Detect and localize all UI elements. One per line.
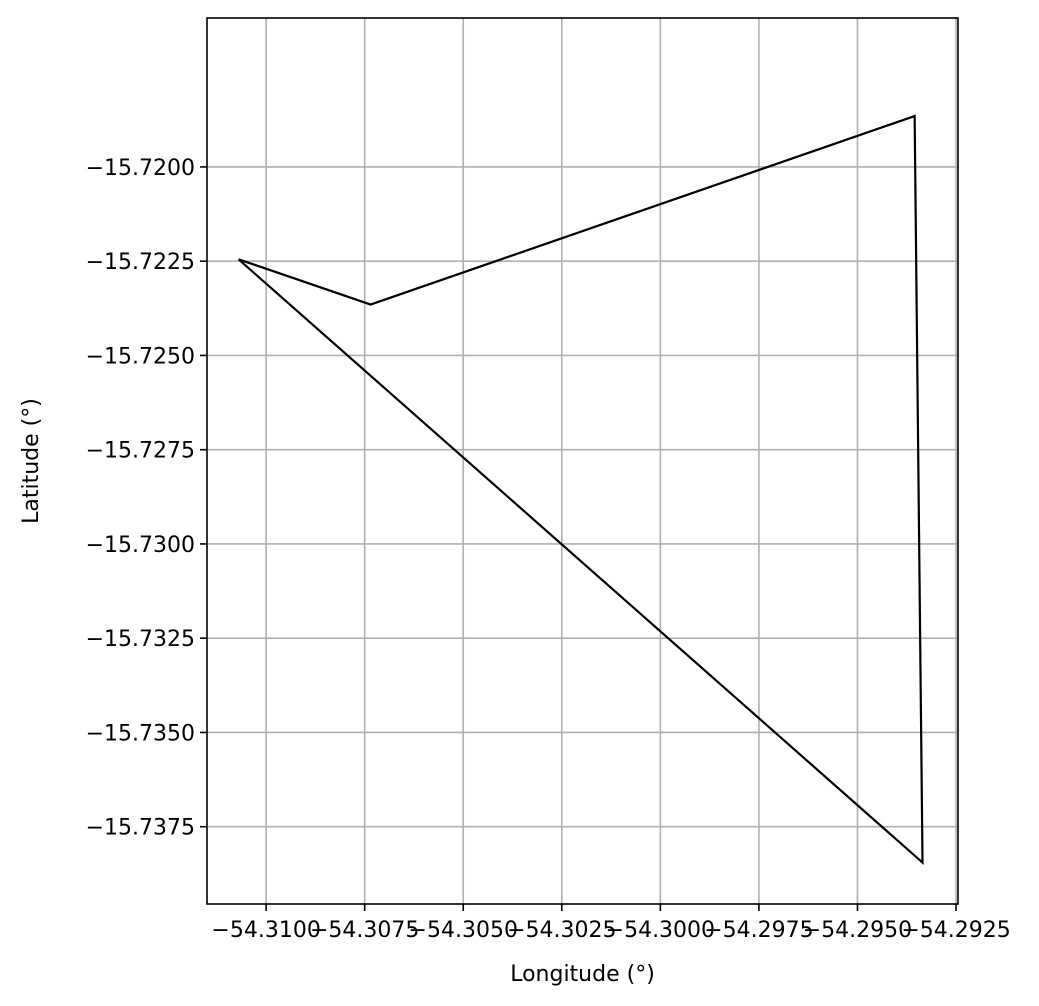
x-tick-label: −54.3100: [211, 918, 320, 943]
x-tick-label: −54.2950: [803, 918, 912, 943]
y-tick-label: −15.7275: [86, 439, 195, 464]
y-axis-label: Latitude (°): [19, 398, 44, 524]
y-tick-label: −15.7250: [86, 344, 195, 369]
x-tick-label: −54.2925: [901, 918, 1010, 943]
x-tick-label: −54.3025: [507, 918, 616, 943]
series-line: [237, 114, 924, 865]
x-tick-label: −54.2975: [704, 918, 813, 943]
y-tick-label: −15.7350: [86, 721, 195, 746]
x-tick-label: −54.3000: [606, 918, 715, 943]
y-tick-label: −15.7200: [86, 156, 195, 181]
x-tick-label: −54.3050: [409, 918, 518, 943]
y-tick-label: −15.7225: [86, 250, 195, 275]
y-tick-label: −15.7325: [86, 627, 195, 652]
x-tick-label: −54.3075: [310, 918, 419, 943]
y-tick-label: −15.7300: [86, 533, 195, 558]
data-layer: [237, 114, 924, 865]
y-axis-ticks: −15.7200 −15.7225 −15.7250 −15.7275 −15.7300…: [86, 156, 207, 841]
y-tick-label: −15.7375: [86, 816, 195, 841]
plot-frame: [206, 17, 959, 905]
x-axis-ticks: −54.3100−54.3075−54.3050−54.3025−54.3000…: [211, 904, 1011, 943]
x-axis-label: Longitude (°): [510, 962, 655, 987]
grid-lines: [207, 18, 958, 904]
